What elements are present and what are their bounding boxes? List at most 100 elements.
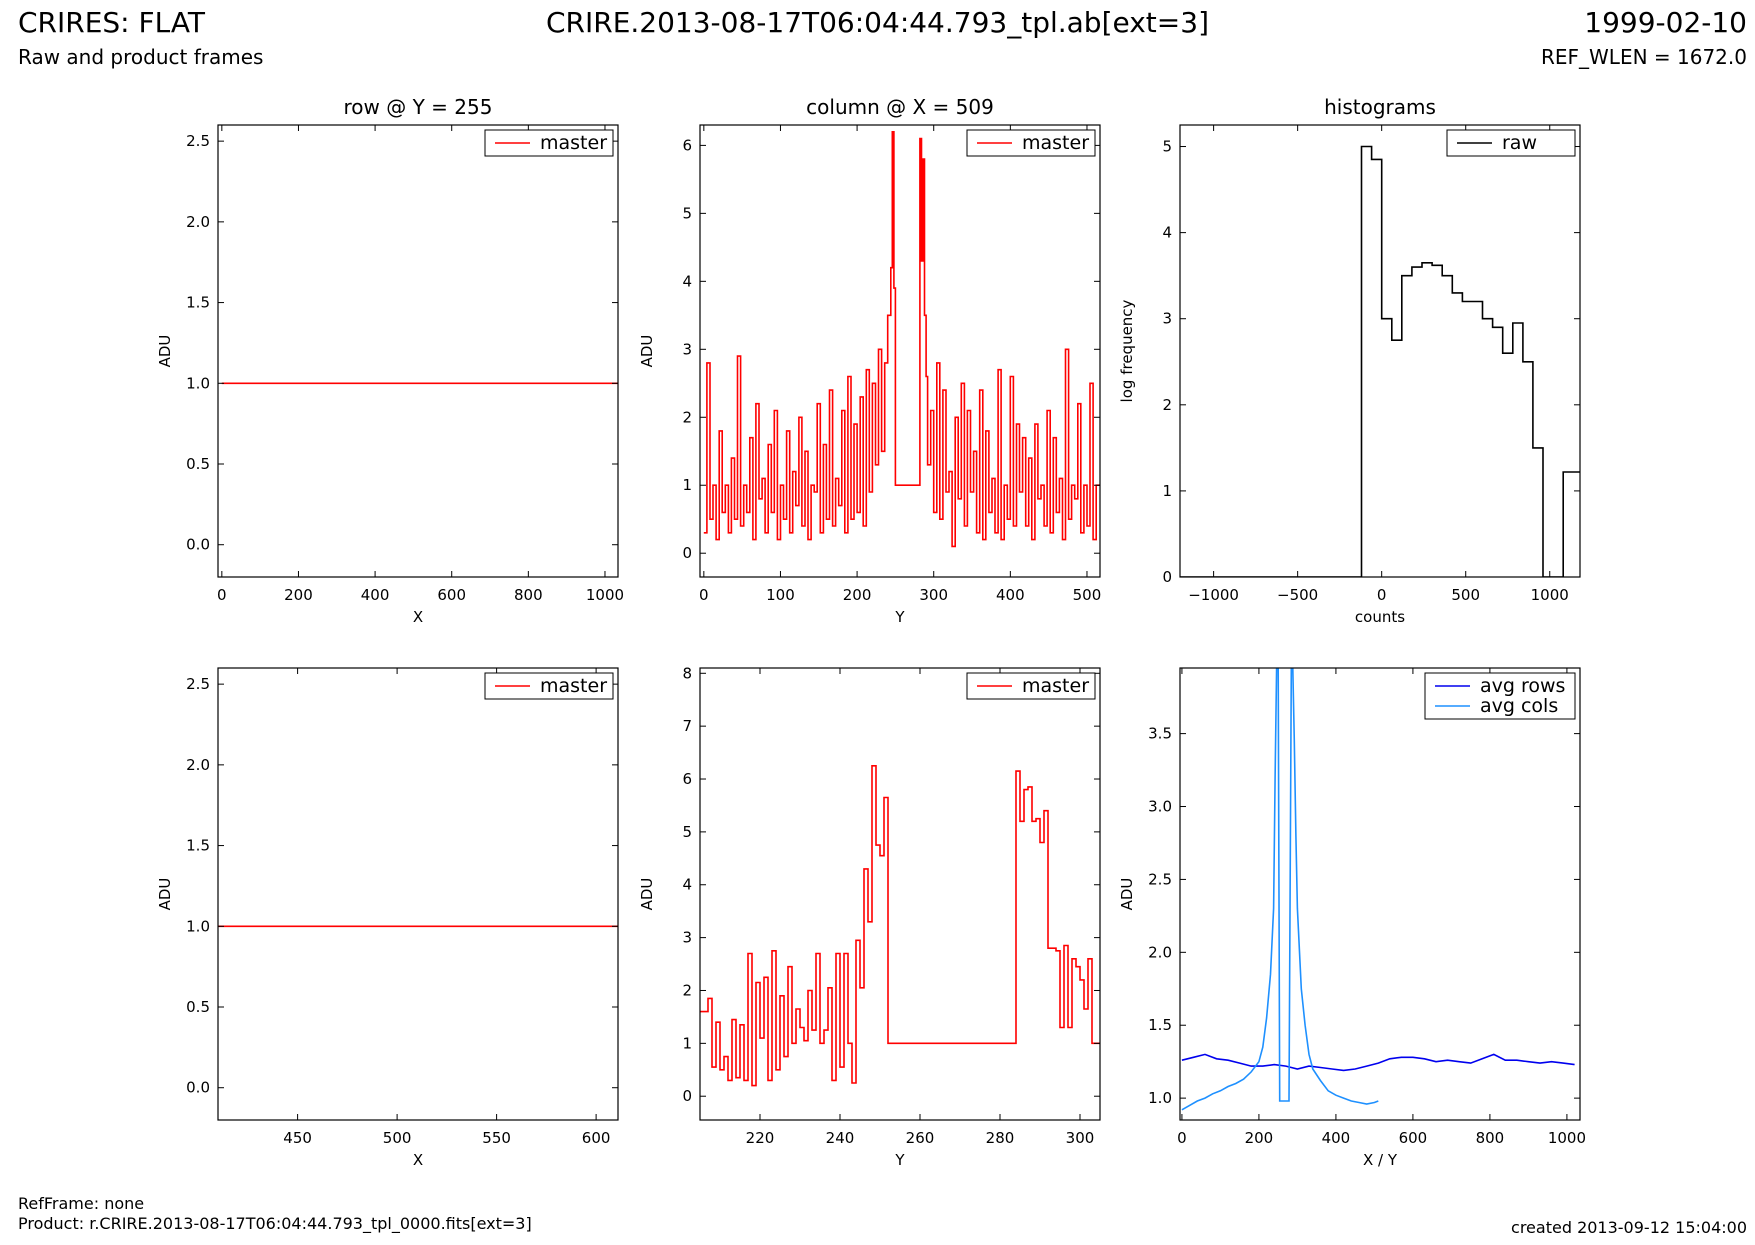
chart-avg: 0 200 400 600 800 1000 1.0 1.5 2.0 2.5 3.0 3.5 X / Y…	[1118, 667, 1586, 1169]
x-tick-label: 200	[1245, 1129, 1274, 1147]
y-tick-label: 3	[682, 929, 692, 947]
series-master	[700, 765, 1100, 1087]
y-tick-label: 7	[682, 717, 692, 735]
chart-hist: −1000 −500 0 500 1000 0 1 2 3 4 5 histograms counts l…	[1118, 95, 1581, 626]
axes-frame	[1179, 124, 1581, 578]
y-tick-label: 1.5	[186, 294, 210, 312]
y-tick-label: 2.0	[1148, 943, 1172, 961]
x-tick-label: −500	[1277, 586, 1318, 604]
legend-label: raw	[1502, 132, 1537, 154]
y-axis-label: ADU	[638, 335, 656, 368]
y-tick-label: 1.5	[1148, 1016, 1172, 1034]
x-tick-label: 400	[361, 586, 390, 604]
y-tick-label: 1.5	[186, 837, 210, 855]
product-label: Product: r.CRIRE.2013-08-17T06:04:44.793…	[18, 1214, 532, 1233]
y-tick-label: 0.5	[186, 455, 210, 473]
y-tick-label: 0.5	[186, 998, 210, 1016]
y-tick-label: 2.5	[186, 675, 210, 693]
y-tick-label: 4	[1162, 224, 1172, 242]
chart-title: column @ X = 509	[806, 95, 994, 119]
chart-title: row @ Y = 255	[344, 95, 493, 119]
x-tick-label: 600	[437, 586, 466, 604]
x-tick-label: 600	[1399, 1129, 1428, 1147]
legend-label: avg rows	[1480, 675, 1565, 697]
axes-frame	[1179, 667, 1581, 1121]
legend: raw	[1446, 129, 1576, 157]
y-axis-label: log frequency	[1118, 299, 1136, 402]
y-tick-label: 0	[682, 1087, 692, 1105]
y-tick-label: 2.5	[1148, 870, 1172, 888]
y-tick-label: 5	[682, 204, 692, 222]
y-tick-label: 1	[1162, 482, 1172, 500]
x-tick-label: 400	[996, 586, 1025, 604]
x-tick-label: 500	[1073, 586, 1102, 604]
legend-box	[1424, 672, 1576, 720]
x-tick-label: 600	[582, 1129, 611, 1147]
y-tick-label: 2	[682, 408, 692, 426]
page-subtitle: Raw and product frames	[18, 45, 264, 69]
series-avg-rows	[1181, 1053, 1575, 1072]
x-tick-label: 260	[906, 1129, 935, 1147]
axes-frame	[217, 667, 619, 1121]
x-axis-label: X	[413, 608, 423, 626]
x-axis-label: X	[413, 1151, 423, 1169]
x-axis-label: Y	[894, 1151, 905, 1169]
chart-col_full: 0 100 200 300 400 500 0 1 2 3 4 5 6 column @ X = 509 Y…	[638, 95, 1101, 626]
y-tick-label: 0	[1162, 568, 1172, 586]
legend: master	[484, 129, 614, 157]
y-tick-label: 2	[682, 981, 692, 999]
y-tick-label: 2.0	[186, 756, 210, 774]
y-axis-label: ADU	[156, 878, 174, 911]
x-tick-label: 300	[1066, 1129, 1095, 1147]
y-tick-label: 5	[1162, 138, 1172, 156]
x-tick-label: 1000	[1531, 586, 1569, 604]
y-axis-label: ADU	[156, 335, 174, 368]
y-tick-label: 1.0	[1148, 1089, 1172, 1107]
chart-title: histograms	[1324, 95, 1436, 119]
x-tick-label: 1000	[586, 586, 624, 604]
legend-label: avg cols	[1480, 695, 1558, 717]
y-tick-label: 1.0	[186, 374, 210, 392]
legend: master	[966, 129, 1096, 157]
chart-row_zoom: 450 500 550 600 0.0 0.5 1.0 1.5 2.0 2.5 X ADU master	[156, 667, 619, 1169]
y-tick-label: 6	[682, 770, 692, 788]
axes-frame	[699, 124, 1101, 578]
y-tick-label: 3	[682, 340, 692, 358]
y-tick-label: 1	[682, 1034, 692, 1052]
x-tick-label: 240	[826, 1129, 855, 1147]
x-tick-label: 800	[514, 586, 543, 604]
y-tick-label: 2	[1162, 396, 1172, 414]
x-tick-label: 300	[919, 586, 948, 604]
x-tick-label: 0	[217, 586, 227, 604]
y-tick-label: 0	[682, 544, 692, 562]
date-label: 1999-02-10	[1584, 6, 1747, 39]
axes-frame	[217, 124, 619, 578]
x-tick-label: 0	[1177, 1129, 1187, 1147]
legend-label: master	[1022, 132, 1089, 154]
y-tick-label: 4	[682, 272, 692, 290]
x-tick-label: 200	[284, 586, 313, 604]
series-raw	[1180, 145, 1580, 577]
x-tick-label: 200	[843, 586, 872, 604]
y-tick-label: 2.0	[186, 213, 210, 231]
y-tick-label: 3.0	[1148, 798, 1172, 816]
x-tick-label: 0	[1377, 586, 1387, 604]
x-axis-label: Y	[894, 608, 905, 626]
x-tick-label: 0	[699, 586, 709, 604]
x-axis-label: counts	[1355, 608, 1405, 626]
frame-title: CRIRE.2013-08-17T06:04:44.793_tpl.ab[ext…	[545, 6, 1209, 39]
y-tick-label: 8	[682, 664, 692, 682]
x-tick-label: −1000	[1188, 586, 1239, 604]
created-label: created 2013-09-12 15:04:00	[1511, 1218, 1747, 1237]
page-title: CRIRES: FLAT	[18, 6, 205, 39]
legend: master	[484, 672, 614, 700]
y-tick-label: 2.5	[186, 132, 210, 150]
x-tick-label: 800	[1476, 1129, 1505, 1147]
y-tick-label: 6	[682, 136, 692, 154]
legend-label: master	[1022, 675, 1089, 697]
legend-label: master	[540, 132, 607, 154]
legend: master	[966, 672, 1096, 700]
y-tick-label: 3.5	[1148, 725, 1172, 743]
